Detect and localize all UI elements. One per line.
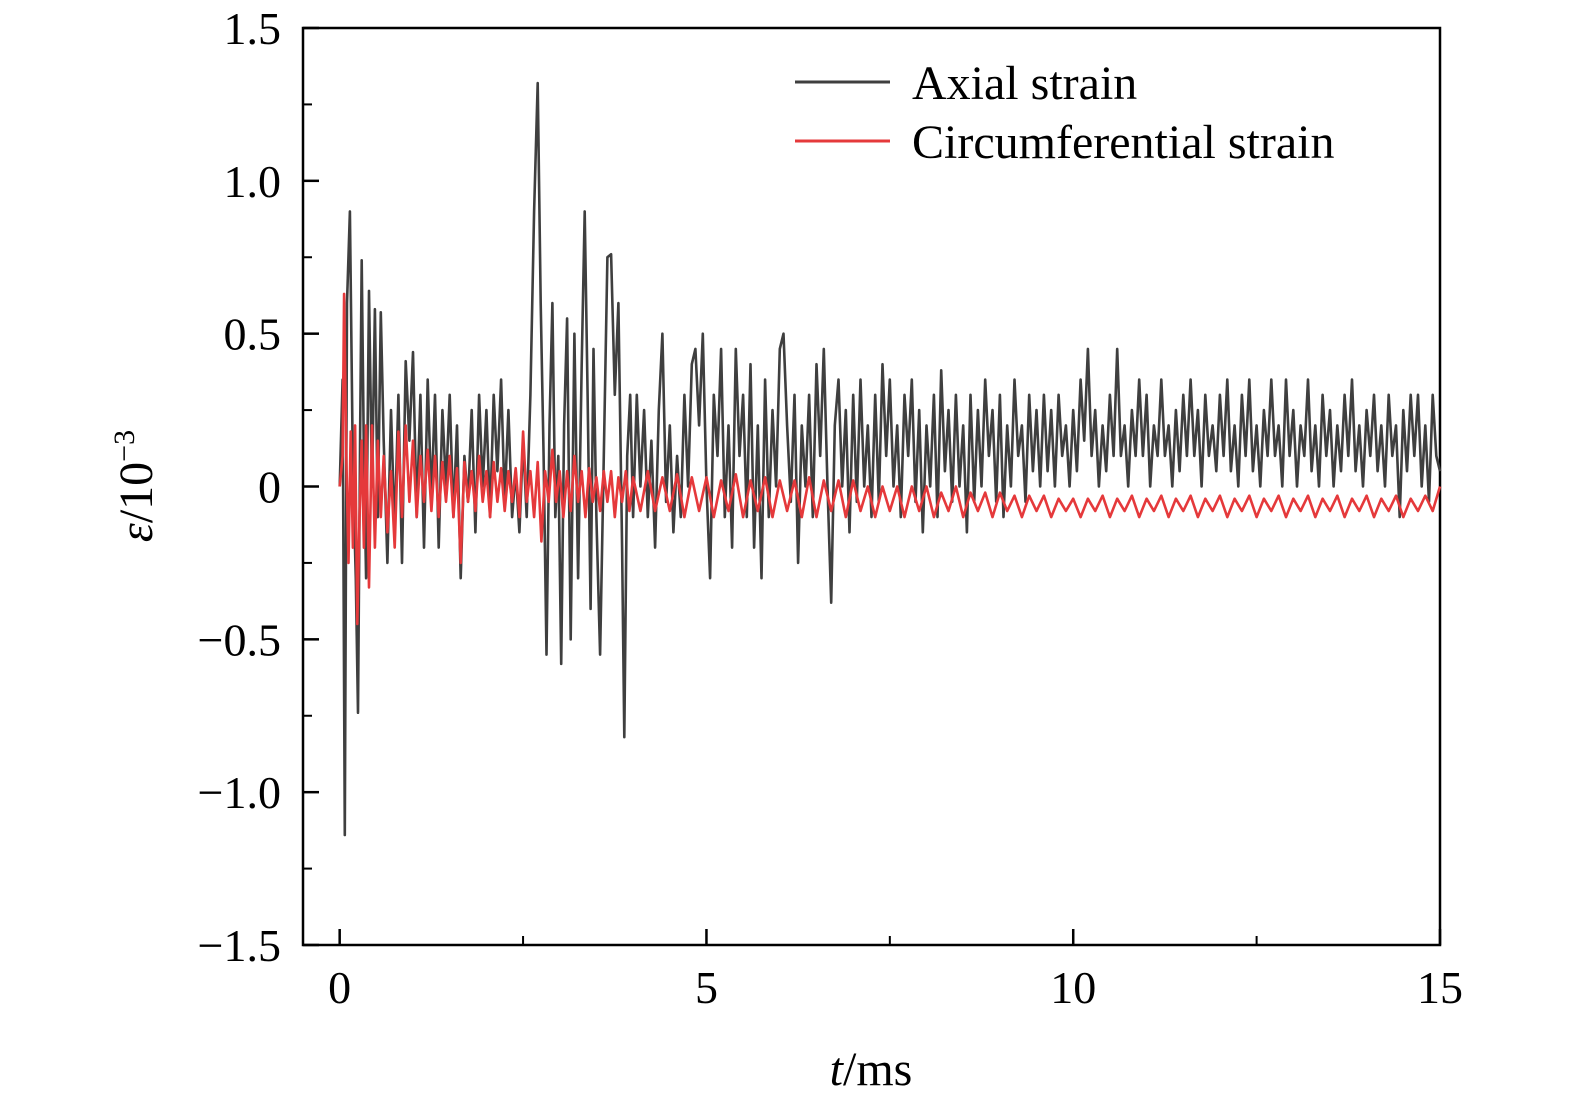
series-line-circumferential: [338, 292, 1442, 626]
y-axis-unit: /10: [110, 462, 163, 523]
y-tick-label: −1.5: [198, 920, 281, 971]
x-axis-unit: /ms: [843, 1043, 912, 1096]
x-tick-label: 0: [328, 962, 351, 1013]
legend: Axial strain Circumferential strain: [795, 57, 1335, 169]
x-tick-label: 10: [1050, 962, 1096, 1013]
legend-label-axial: Axial strain: [912, 57, 1137, 110]
y-tick-label: 1.5: [224, 3, 282, 54]
x-tick-label: 5: [695, 962, 718, 1013]
x-axis-title: t/ms: [830, 1043, 913, 1096]
x-tick-label: 15: [1417, 962, 1463, 1013]
y-tick-label: 0: [258, 462, 281, 513]
series-layer: [338, 81, 1442, 837]
y-tick-label: −0.5: [198, 614, 281, 665]
y-axis-title: ε/10−3: [108, 430, 163, 542]
y-axis-exponent: −3: [108, 430, 141, 462]
y-tick-label: −1.0: [198, 767, 281, 818]
y-tick-label: 1.0: [224, 156, 282, 207]
y-axis-variable: ε: [110, 523, 163, 542]
series-line-axial: [338, 81, 1442, 837]
x-axis-variable: t: [830, 1043, 845, 1096]
y-tick-label: 0.5: [224, 309, 282, 360]
tick-layer: 0 5 10 15 −1.5 −1.0 −0.5 0 0.5 1.0 1.5: [198, 3, 1463, 1013]
legend-label-circumferential: Circumferential strain: [912, 116, 1335, 169]
